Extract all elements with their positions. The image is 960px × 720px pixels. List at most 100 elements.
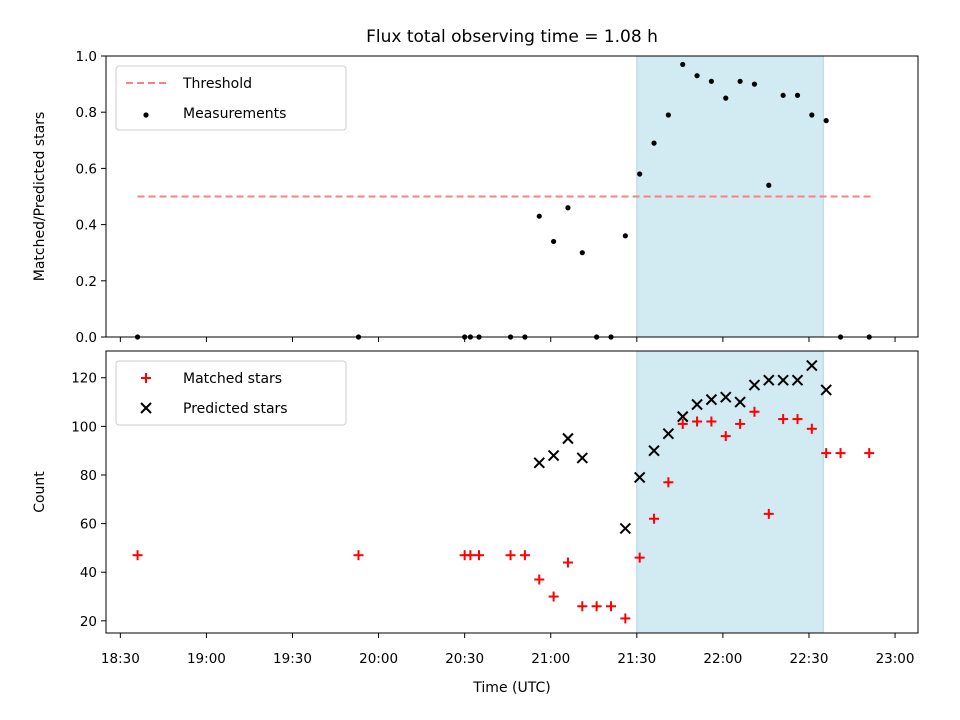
y-tick-label: 1.0: [76, 49, 97, 65]
matched-star-point: [562, 557, 573, 568]
x-tick-label: 22:30: [790, 651, 829, 667]
matched-star-point: [591, 601, 602, 612]
y-tick-label: 60: [80, 517, 97, 533]
matched-star-point: [864, 448, 875, 459]
y-tick-label: 0.8: [76, 105, 97, 121]
matched-star-point: [663, 477, 674, 488]
matched-star-point: [577, 601, 588, 612]
measurement-point: [708, 78, 715, 84]
measurement-point: [551, 238, 557, 245]
legend-box: [115, 360, 347, 426]
x-mark-b: [648, 444, 660, 457]
predicted-star-point: [748, 379, 761, 391]
matched-star-point: [692, 416, 703, 427]
x-mark-b: [806, 359, 818, 372]
predicted-star-point: [533, 457, 545, 469]
measurement-point: [737, 78, 743, 84]
matched-star-point: [806, 423, 817, 434]
predicted-star-point: [791, 374, 804, 386]
bottom-panel: 20 40 60 80 100 120 18:30 19:00 19:30 20:00 20:30 2…: [32, 350, 919, 667]
x-mark-b: [705, 393, 718, 406]
matched-star-point: [519, 550, 530, 561]
matched-star-point: [763, 508, 774, 519]
matched-star-point: [749, 406, 760, 417]
legend-label: Matched stars: [183, 371, 282, 387]
x-tick-label: 20:30: [445, 651, 484, 667]
x-mark-b: [820, 384, 832, 396]
x-mark-b: [720, 391, 732, 403]
x-mark-b: [691, 398, 703, 411]
predicted-star-point: [777, 374, 789, 386]
x-tick-label: 21:00: [531, 651, 570, 667]
axes-frame: [105, 55, 919, 338]
x-mark-b: [791, 374, 804, 386]
measurement-point: [794, 92, 801, 98]
x-tick-label: 19:30: [273, 651, 312, 667]
matched-star-point: [465, 550, 476, 561]
matched-star-point: [605, 601, 616, 612]
y-axis-label: Matched/Predicted stars: [32, 112, 48, 282]
measurement-point: [680, 61, 686, 68]
matched-star-point: [735, 418, 746, 429]
measurement-point: [579, 250, 585, 256]
measurement-point: [637, 171, 643, 177]
predicted-star-point: [662, 427, 675, 440]
chart-title: Flux total observing time = 1.08 h: [366, 27, 658, 47]
predicted-star-point: [763, 374, 775, 386]
matched-star-point: [474, 550, 485, 561]
predicted-star-point: [576, 452, 589, 464]
legend-box: [115, 65, 347, 131]
predicted-star-point: [806, 359, 818, 372]
matched-star-point: [677, 418, 688, 429]
predicted-star-point: [619, 522, 632, 535]
matched-star-point: [353, 550, 364, 561]
predicted-star-point: [720, 391, 732, 403]
predicted-star-point: [562, 432, 574, 445]
predicted-star-point: [677, 410, 689, 423]
matched-star-point: [835, 448, 846, 459]
predicted-star-point: [820, 384, 832, 396]
matched-star-point: [706, 416, 717, 427]
top-panel: 0.0 0.2 0.4 0.6 0.8 1.0 Matched/Predicted star…: [32, 49, 919, 346]
measurement-point: [536, 213, 542, 219]
measurement-point: [665, 112, 671, 118]
y-tick-label: 100: [71, 419, 97, 435]
legend-label: Predicted stars: [183, 401, 288, 417]
x-mark-b: [763, 374, 775, 386]
x-tick-label: 23:00: [876, 651, 915, 667]
x-mark-b: [734, 396, 746, 408]
x-tick-label: 20:00: [359, 651, 398, 667]
legend-predicted-swatch: [140, 402, 152, 414]
matched-star-point: [792, 414, 803, 425]
y-tick-label: 40: [80, 565, 97, 581]
predicted-star-point: [648, 444, 660, 457]
predicted-star-point: [691, 398, 703, 411]
measurement-point: [751, 81, 758, 87]
y-tick-label: 0.6: [76, 161, 97, 177]
x-mark-b: [562, 432, 574, 445]
x-mark-b: [547, 449, 560, 462]
x-tick-label: 21:30: [617, 651, 656, 667]
x-tick-label: 18:30: [101, 651, 140, 667]
x-mark-b: [619, 522, 632, 535]
measurement-point: [823, 118, 829, 124]
measurement-point: [622, 233, 628, 239]
predicted-star-point: [705, 393, 718, 406]
measurement-point: [766, 182, 772, 188]
matched-star-point: [634, 552, 645, 563]
measurement-point: [780, 92, 786, 98]
y-tick-label: 0.2: [76, 274, 97, 290]
matched-star-point: [534, 574, 545, 585]
x-mark-b: [662, 427, 675, 440]
x-axis-label: Time (UTC): [472, 680, 550, 696]
y-tick-label: 120: [71, 371, 97, 387]
x-mark-b: [140, 402, 152, 414]
measurement-point: [565, 205, 571, 211]
matched-star-point: [132, 550, 143, 561]
legend-matched-swatch: [141, 373, 151, 383]
matched-star-point: [778, 414, 789, 425]
predicted-star-point: [734, 396, 746, 408]
x-tick-label: 19:00: [187, 651, 226, 667]
measurement-point: [809, 112, 815, 118]
